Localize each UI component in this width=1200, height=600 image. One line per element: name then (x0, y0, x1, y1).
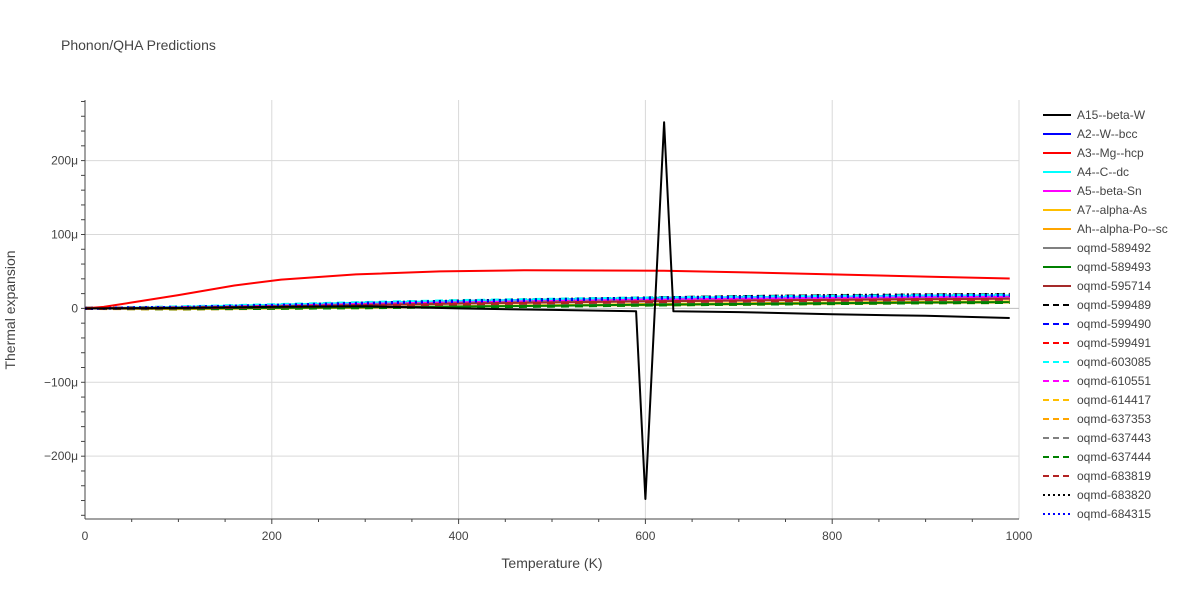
legend-label: oqmd-637444 (1077, 450, 1151, 464)
legend-label: oqmd-614417 (1077, 393, 1151, 407)
legend-label: A5--beta-Sn (1077, 184, 1142, 198)
y-tick-label: 100μ (51, 227, 78, 241)
legend-label: oqmd-599491 (1077, 336, 1151, 350)
legend-item[interactable]: oqmd-599489 (1043, 298, 1151, 312)
legend-label: oqmd-637443 (1077, 431, 1151, 445)
legend-item[interactable]: oqmd-683819 (1043, 469, 1151, 483)
x-tick-label: 1000 (1006, 529, 1033, 543)
legend-item[interactable]: Ah--alpha-Po--sc (1043, 222, 1168, 236)
legend-label: oqmd-683819 (1077, 469, 1151, 483)
tick-labels: 0 200 400 600 800 1000 −200μ −100μ 0 100μ 200μ (44, 154, 1033, 543)
legend-label: A7--alpha-As (1077, 203, 1147, 217)
legend-item[interactable]: oqmd-637353 (1043, 412, 1151, 426)
legend-item[interactable]: A2--W--bcc (1043, 127, 1137, 141)
legend-item[interactable]: oqmd-614417 (1043, 393, 1151, 407)
legend-item[interactable]: oqmd-589492 (1043, 241, 1151, 255)
legend-label: oqmd-599489 (1077, 298, 1151, 312)
series-line-A15--beta-W (84, 121, 1010, 500)
y-tick-label: 0 (71, 301, 78, 315)
legend-item[interactable]: A7--alpha-As (1043, 203, 1147, 217)
legend-item[interactable]: A5--beta-Sn (1043, 184, 1142, 198)
legend-item[interactable]: oqmd-637443 (1043, 431, 1151, 445)
legend-item[interactable]: oqmd-637444 (1043, 450, 1151, 464)
y-tick-label: −200μ (44, 449, 78, 463)
legend-item[interactable]: A3--Mg--hcp (1043, 146, 1144, 160)
series-lines (84, 121, 1010, 500)
legend-label: A2--W--bcc (1077, 127, 1137, 141)
legend-label: oqmd-599490 (1077, 317, 1151, 331)
legend-label: oqmd-595714 (1077, 279, 1151, 293)
x-axis-title: Temperature (K) (501, 555, 602, 571)
series-line-A3--Mg--hcp (84, 269, 1010, 310)
legend-item[interactable]: oqmd-684315 (1043, 507, 1151, 521)
legend-item[interactable]: oqmd-610551 (1043, 374, 1151, 388)
y-axis-title: Thermal expansion (2, 250, 18, 369)
x-tick-label: 0 (82, 529, 89, 543)
legend-label: oqmd-589493 (1077, 260, 1151, 274)
legend-item[interactable]: oqmd-589493 (1043, 260, 1151, 274)
x-tick-label: 800 (822, 529, 842, 543)
legend-label: A15--beta-W (1077, 108, 1146, 122)
chart-title: Phonon/QHA Predictions (61, 37, 216, 53)
legend-label: A4--C--dc (1077, 165, 1129, 179)
legend-item[interactable]: oqmd-599490 (1043, 317, 1151, 331)
legend-label: A3--Mg--hcp (1077, 146, 1144, 160)
y-tick-label: −100μ (44, 375, 78, 389)
x-tick-label: 400 (449, 529, 469, 543)
legend-item[interactable]: oqmd-599491 (1043, 336, 1151, 350)
x-tick-label: 600 (635, 529, 655, 543)
legend-label: oqmd-610551 (1077, 374, 1151, 388)
legend-label: oqmd-637353 (1077, 412, 1151, 426)
legend-item[interactable]: oqmd-603085 (1043, 355, 1151, 369)
legend-item[interactable]: oqmd-683820 (1043, 488, 1151, 502)
legend-item[interactable]: oqmd-595714 (1043, 279, 1151, 293)
x-tick-label: 200 (262, 529, 282, 543)
legend-label: Ah--alpha-Po--sc (1077, 222, 1168, 236)
legend-item[interactable]: A15--beta-W (1043, 108, 1146, 122)
legend-label: oqmd-683820 (1077, 488, 1151, 502)
legend-label: oqmd-684315 (1077, 507, 1151, 521)
legend-label: oqmd-589492 (1077, 241, 1151, 255)
legend[interactable]: A15--beta-W A2--W--bcc A3--Mg--hcp A4--C--d… (1043, 108, 1168, 521)
y-tick-label: 200μ (51, 154, 78, 168)
legend-label: oqmd-603085 (1077, 355, 1151, 369)
legend-item[interactable]: A4--C--dc (1043, 165, 1129, 179)
